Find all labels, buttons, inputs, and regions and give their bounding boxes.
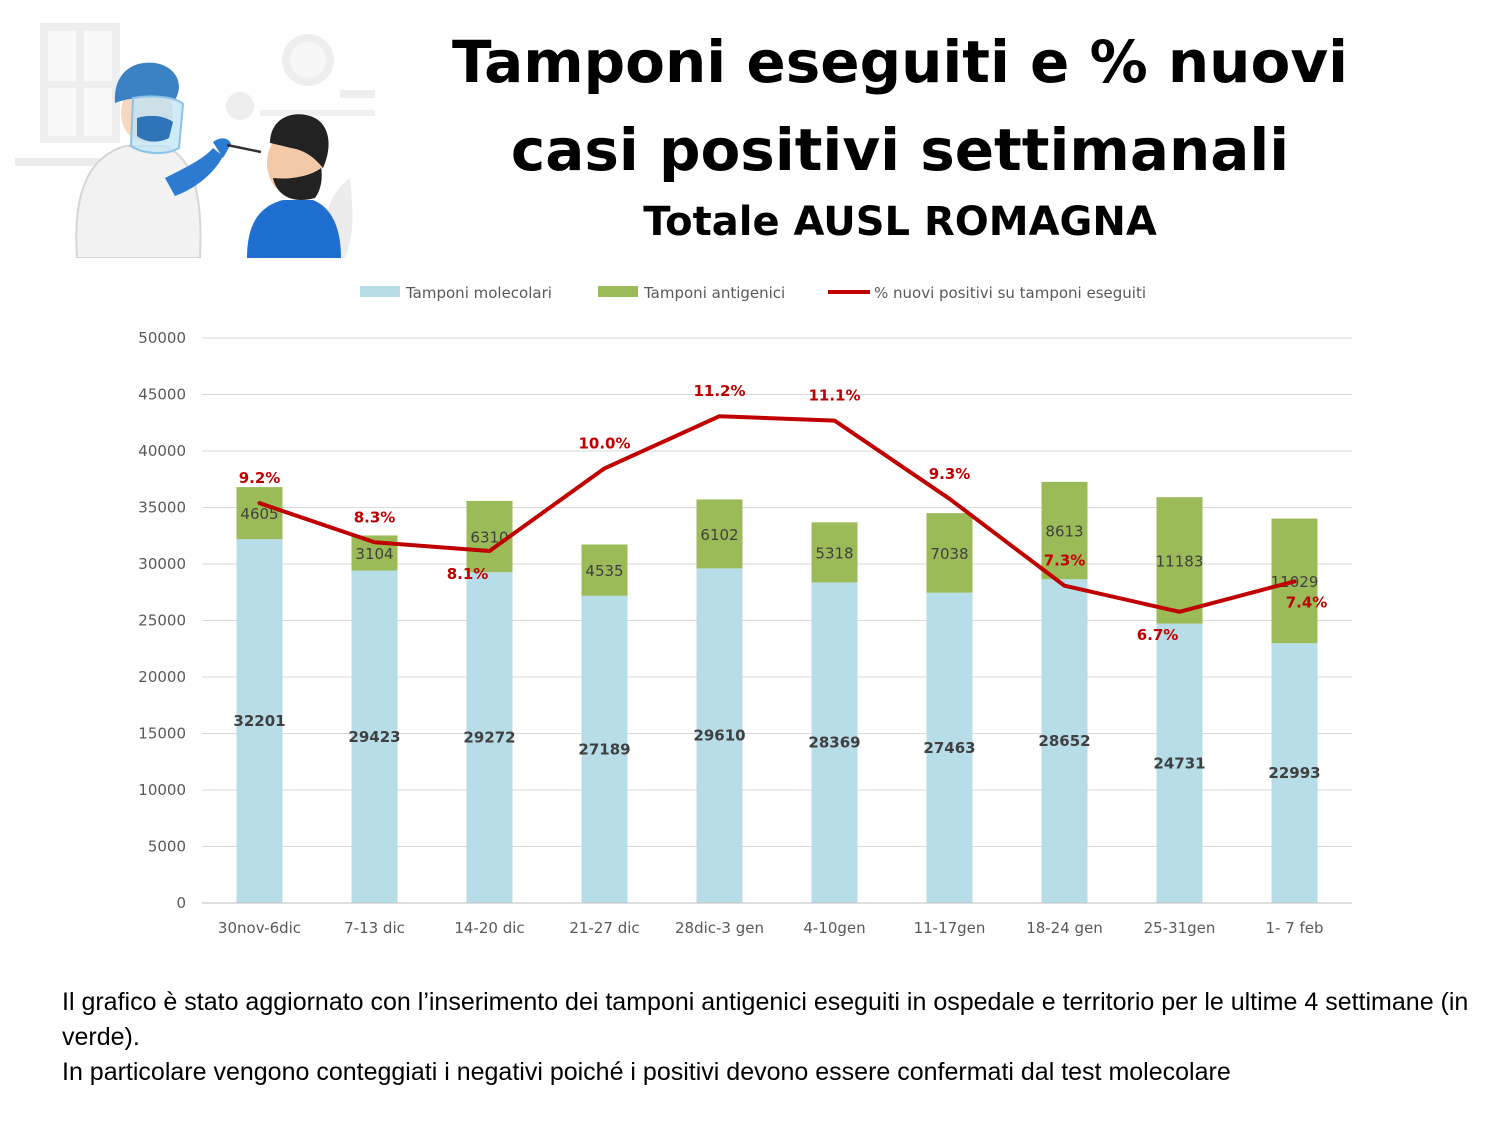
- line-label: 7.4%: [1286, 593, 1328, 611]
- bar-label-antigenici: 4535: [585, 562, 623, 580]
- x-tick-label: 14-20 dic: [454, 919, 524, 937]
- page-title: Tamponi eseguiti e % nuovi casi positivi…: [451, 28, 1349, 184]
- y-tick-label: 20000: [138, 668, 186, 686]
- bar-molecolari: [926, 592, 973, 903]
- line-percent-positivi: [257, 414, 1297, 614]
- bar-label-molecolari: 27189: [578, 740, 630, 758]
- bar-label-antigenici: 8613: [1045, 523, 1083, 541]
- y-tick-label: 5000: [148, 838, 186, 856]
- x-tick-label: 18-24 gen: [1026, 919, 1103, 937]
- line-label: 8.3%: [354, 508, 396, 526]
- y-tick-label: 0: [176, 894, 186, 912]
- stacked-bar-line-chart: 0 5000 10000 15000 20000 25000 30000 35000 40000…: [138, 284, 1352, 937]
- legend-item-percentuale: % nuovi positivi su tamponi eseguiti: [874, 284, 1146, 302]
- bar-molecolari: [696, 568, 743, 903]
- bar-label-molecolari: 29610: [693, 727, 745, 745]
- bar-molecolari: [351, 570, 398, 903]
- x-tick-label: 30nov-6dic: [218, 919, 301, 937]
- line-label: 11.2%: [693, 382, 745, 400]
- bar-label-antigenici: 5318: [815, 544, 853, 562]
- bar-label-molecolari: 27463: [923, 739, 975, 757]
- y-tick-label: 25000: [138, 612, 186, 630]
- bar-antigenici: [236, 487, 283, 540]
- bar-label-molecolari: 24731: [1153, 754, 1205, 772]
- x-tick-label: 28dic-3 gen: [675, 919, 764, 937]
- line-label: 6.7%: [1137, 626, 1179, 644]
- bar-label-molecolari: 29423: [348, 728, 400, 746]
- x-tick-label: 11-17gen: [914, 919, 986, 937]
- legend-item-molecolari: Tamponi molecolari: [405, 284, 552, 302]
- bar-label-molecolari: 32201: [233, 712, 285, 730]
- x-tick-label: 7-13 dic: [344, 919, 405, 937]
- line-label: 7.3%: [1044, 552, 1086, 570]
- y-tick-label: 50000: [138, 329, 186, 347]
- bar-molecolari: [1271, 643, 1318, 903]
- patient-hair-shape: [270, 114, 329, 168]
- chart-container: 0 5000 10000 15000 20000 25000 30000 35000 40000…: [120, 270, 1380, 960]
- bar-antigenici: [466, 500, 513, 573]
- bar-label-molecolari: 28369: [808, 734, 860, 752]
- y-tick-label: 40000: [138, 442, 186, 460]
- bar-label-molecolari: 29272: [463, 729, 515, 747]
- page-subtitle: Totale AUSL ROMAGNA: [643, 199, 1157, 245]
- bar-molecolari: [466, 572, 513, 903]
- bar-antigenici: [581, 544, 628, 596]
- bar-molecolari: [581, 595, 628, 903]
- bar-antigenici: [696, 499, 743, 569]
- legend-item-antigenici-swatch: [598, 286, 638, 297]
- legend-item-antigenici: Tamponi antigenici: [643, 284, 785, 302]
- patient-shirt-shape: [247, 200, 341, 258]
- nasal-swab-test-illustration: [15, 18, 375, 259]
- title-block: Tamponi eseguiti e % nuovi casi positivi…: [400, 18, 1400, 250]
- y-tick-label: 45000: [138, 386, 186, 404]
- x-tick-label: 25-31gen: [1144, 919, 1216, 937]
- line-label: 11.1%: [808, 387, 860, 405]
- y-tick-label: 35000: [138, 499, 186, 517]
- x-tick-label: 4-10gen: [803, 919, 865, 937]
- bar-antigenici: [1041, 481, 1088, 580]
- line-label: 9.2%: [239, 469, 281, 487]
- y-tick-label: 10000: [138, 781, 186, 799]
- line-label: 10.0%: [578, 434, 630, 452]
- caption-line-2: In particolare vengono conteggiati i neg…: [62, 1058, 1231, 1086]
- bar-label-antigenici: 11183: [1156, 552, 1204, 570]
- bar-label-molecolari: 28652: [1038, 732, 1090, 750]
- bar-label-antigenici: 3104: [355, 545, 393, 563]
- virus-shape: [226, 92, 254, 120]
- y-tick-label: 30000: [138, 555, 186, 573]
- bar-antigenici: [811, 522, 858, 583]
- bar-antigenici: [1156, 497, 1203, 624]
- x-tick-label: 21-27 dic: [569, 919, 639, 937]
- bar-label-antigenici: 7038: [930, 545, 968, 563]
- bar-label-antigenici: 6102: [700, 526, 738, 544]
- line-label: 8.1%: [447, 565, 489, 583]
- bar-antigenici: [926, 513, 973, 593]
- bar-label-molecolari: 22993: [1268, 764, 1320, 782]
- caption-line-1: Il grafico è stato aggiornato con l’inse…: [62, 988, 1469, 1051]
- bar-label-antigenici: 4605: [240, 505, 278, 523]
- bar-molecolari: [236, 539, 283, 903]
- caption: Il grafico è stato aggiornato con l’inse…: [62, 985, 1482, 1090]
- x-tick-label: 1- 7 feb: [1265, 919, 1323, 937]
- bar-molecolari: [1156, 623, 1203, 903]
- line-label: 9.3%: [929, 465, 971, 483]
- legend-item-molecolari-swatch: [360, 286, 400, 297]
- bar-label-antigenici: 6310: [470, 529, 508, 547]
- bar-molecolari: [1041, 579, 1088, 903]
- illustration-svg: [15, 23, 375, 259]
- bar-molecolari: [811, 582, 858, 903]
- y-tick-label: 15000: [138, 725, 186, 743]
